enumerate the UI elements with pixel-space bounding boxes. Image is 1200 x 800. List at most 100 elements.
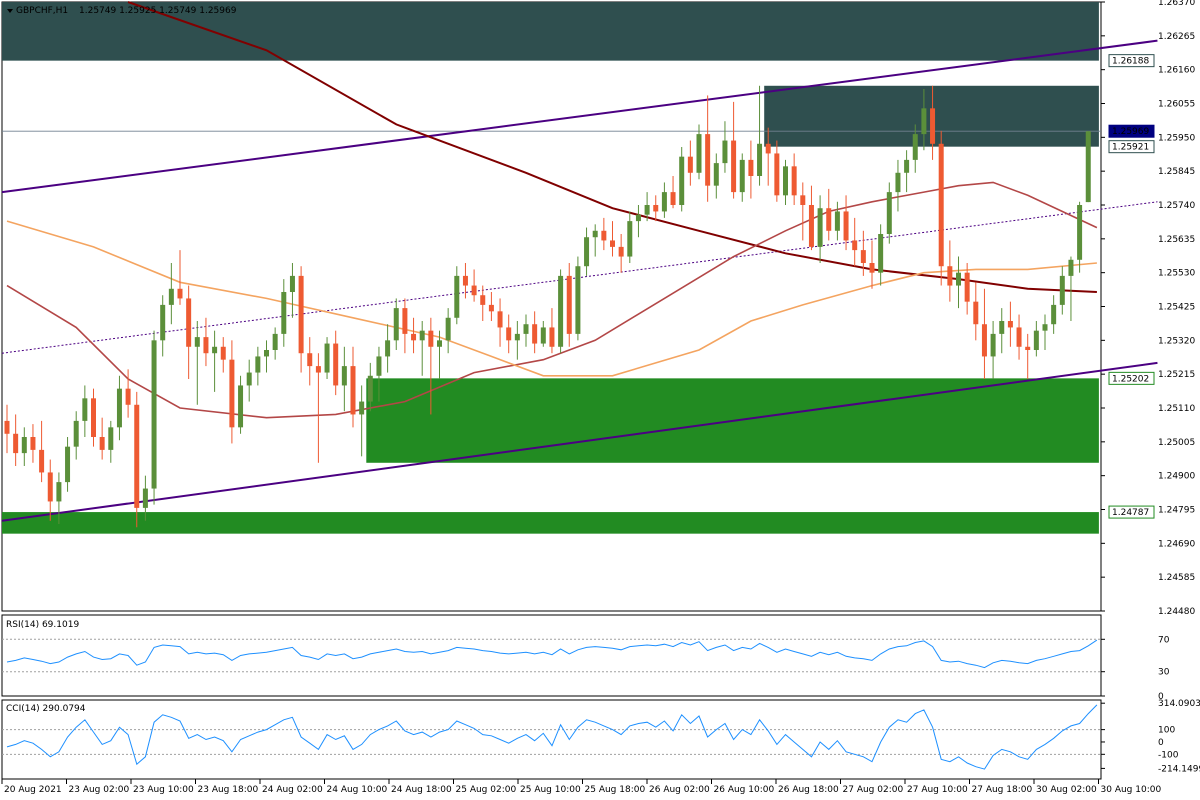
price-tick-label: 1.24900 xyxy=(1158,472,1195,482)
price-tick-label: 1.26055 xyxy=(1158,100,1195,110)
candle-body xyxy=(91,398,96,437)
candle xyxy=(661,182,667,218)
candle xyxy=(610,221,615,257)
candle xyxy=(532,311,538,354)
candle xyxy=(454,266,460,325)
rsi-tick-label: 30 xyxy=(1158,668,1170,678)
candle-body xyxy=(895,172,901,193)
candle-body xyxy=(783,166,788,196)
cci-tick-label: -214.1499 xyxy=(1158,764,1200,774)
candle-body xyxy=(437,340,442,347)
candle xyxy=(497,298,503,347)
candle xyxy=(341,346,347,412)
main-price-pane[interactable]: 1.26370 1.26265 1.26160 1.26055 1.25950 1.258… xyxy=(1,0,1195,617)
candle-body xyxy=(549,327,555,347)
candle xyxy=(367,362,373,412)
candle-body xyxy=(298,275,304,354)
candle-body xyxy=(748,159,754,176)
rsi-indicator-pane[interactable]: 70 30 0 xyxy=(1,614,1170,702)
candle xyxy=(558,269,564,354)
candle xyxy=(99,417,105,460)
price-label: 1.25921 xyxy=(1112,143,1149,153)
candle xyxy=(246,359,252,402)
cci-indicator-pane[interactable]: 314.0903 100 0 -100 -214.1499 xyxy=(1,699,1200,780)
cci-tick-label: 100 xyxy=(1158,726,1175,736)
candle-body xyxy=(393,308,399,341)
candle xyxy=(281,279,287,347)
candle xyxy=(808,185,814,251)
candle-body xyxy=(705,134,711,186)
candle-body xyxy=(1033,330,1039,350)
candle xyxy=(575,256,581,341)
candle xyxy=(869,240,875,289)
candle-body xyxy=(1016,327,1022,347)
price-tick-label: 1.25425 xyxy=(1158,303,1195,313)
candle xyxy=(904,150,910,193)
candle xyxy=(1077,201,1083,273)
candle xyxy=(947,240,953,302)
price-label-box xyxy=(1108,54,1155,68)
rsi-tick-label: 70 xyxy=(1158,635,1170,645)
candle-body xyxy=(921,108,927,135)
candle xyxy=(238,375,244,434)
candle-body xyxy=(1059,275,1065,305)
candle-body xyxy=(402,308,408,334)
candle-body xyxy=(661,192,667,212)
candle-body xyxy=(428,330,434,347)
candle xyxy=(437,330,442,379)
candle xyxy=(289,263,295,318)
candle xyxy=(47,459,53,521)
candle-body xyxy=(186,298,192,347)
candle-body xyxy=(886,192,892,234)
candle xyxy=(765,127,771,186)
candle-body xyxy=(506,327,512,341)
chart-menu-arrow-icon[interactable] xyxy=(7,9,13,13)
candle xyxy=(592,224,598,257)
candle xyxy=(757,85,763,186)
candle-body xyxy=(800,195,806,205)
candle xyxy=(1042,314,1048,350)
candle-body xyxy=(194,337,200,347)
candle-body xyxy=(679,156,685,205)
candle-body xyxy=(307,353,313,367)
candle xyxy=(627,211,633,263)
candle-body xyxy=(930,108,936,144)
candle-body xyxy=(1077,205,1083,260)
candle xyxy=(315,353,321,463)
candle xyxy=(990,321,996,379)
candle-body xyxy=(220,346,226,360)
candle xyxy=(203,317,209,367)
candle-body xyxy=(990,333,996,357)
candle xyxy=(402,298,408,354)
candle-body xyxy=(212,346,218,354)
price-label: 1.24787 xyxy=(1112,508,1149,518)
candle-body xyxy=(1042,324,1048,331)
candle-body xyxy=(56,482,62,502)
candle-body xyxy=(964,272,970,302)
candle-body xyxy=(281,292,287,334)
candle-body xyxy=(834,211,840,231)
candle-body xyxy=(869,263,875,273)
rsi-label: RSI(14) 69.1019 xyxy=(6,620,79,630)
candle xyxy=(843,195,849,251)
time-tick-label: 27 Aug 18:00 xyxy=(972,785,1033,795)
candle-body xyxy=(904,159,910,173)
symbol-label: GBPCHF,H1 xyxy=(16,6,68,16)
candle xyxy=(307,337,313,386)
candle xyxy=(168,263,174,325)
candle-body xyxy=(1051,304,1057,325)
candle xyxy=(186,285,192,379)
time-tick-label: 30 Aug 10:00 xyxy=(1101,785,1162,795)
candle xyxy=(333,330,339,396)
candle-body xyxy=(731,140,737,193)
candle-body xyxy=(142,488,148,508)
price-tick-label: 1.24795 xyxy=(1158,506,1195,516)
candle xyxy=(540,321,546,347)
rsi-pane-frame xyxy=(1,614,1102,697)
time-tick-label: 25 Aug 18:00 xyxy=(585,785,646,795)
rsi-tick-label: 0 xyxy=(1158,692,1164,702)
candle xyxy=(419,321,425,376)
candle-body xyxy=(981,324,987,357)
candle xyxy=(1016,314,1022,360)
candle-body xyxy=(670,192,676,205)
